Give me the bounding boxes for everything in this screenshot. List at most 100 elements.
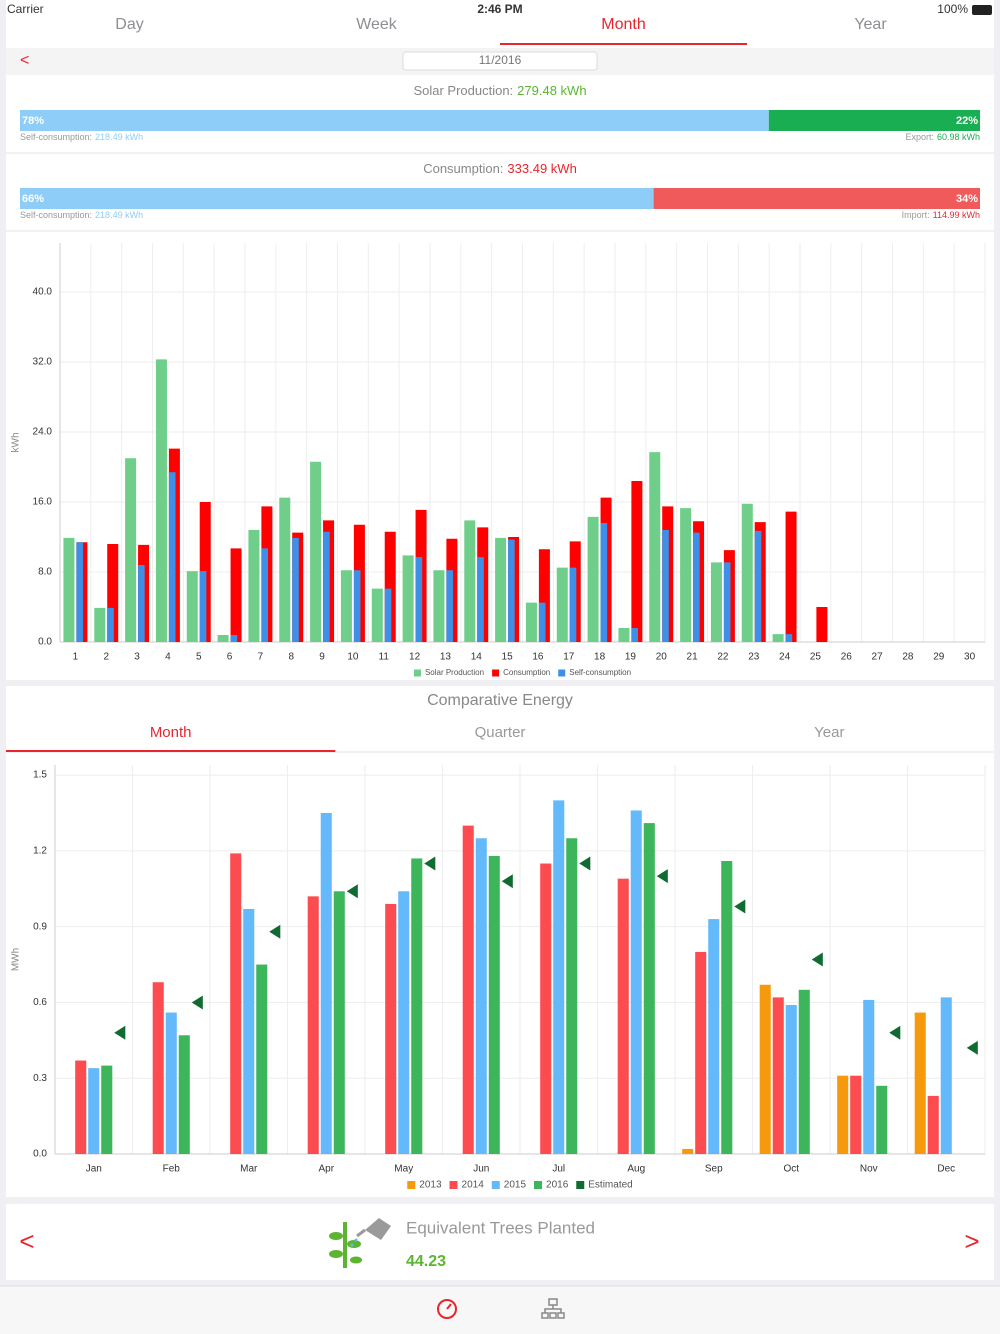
back-button[interactable]: <: [20, 52, 29, 69]
bar: [741, 503, 753, 642]
bar: [617, 878, 629, 1154]
estimate-marker: [656, 869, 668, 884]
estimate-marker: [811, 952, 823, 967]
y-axis-label: kWh: [11, 433, 22, 453]
bar: [475, 838, 487, 1154]
x-tick-label: 23: [748, 652, 760, 663]
bar: [462, 825, 474, 1154]
estimate-marker: [734, 899, 746, 914]
dashboard-tab[interactable]: [437, 1299, 457, 1319]
bar: [566, 838, 578, 1154]
bar: [464, 520, 476, 642]
bar: [433, 570, 445, 642]
legend-swatch: [413, 669, 421, 677]
y-tick-label: 0.0: [33, 1149, 47, 1160]
x-tick-label: 13: [440, 652, 452, 663]
caption: Export:: [905, 132, 934, 142]
trees-title: Equivalent Trees Planted: [406, 1218, 595, 1237]
next-button[interactable]: >: [964, 1226, 979, 1256]
tree-icon: [329, 1218, 391, 1268]
period-tab[interactable]: Day: [115, 16, 143, 33]
comparison-tab[interactable]: Quarter: [475, 724, 526, 741]
devices-tab[interactable]: [541, 1298, 565, 1319]
x-tick-label: 29: [933, 652, 945, 663]
bar: [940, 997, 952, 1154]
x-tick-label: 10: [347, 652, 359, 663]
bar: [107, 544, 119, 642]
x-tick-label: 21: [687, 652, 699, 663]
bar: [107, 607, 114, 642]
x-tick-label: Sep: [705, 1164, 723, 1175]
clock: 2:46 PM: [477, 2, 522, 16]
x-tick-label: 27: [872, 652, 884, 663]
bar: [323, 531, 330, 642]
caption: Self-consumption:: [20, 132, 92, 142]
x-tick-label: Nov: [860, 1164, 878, 1175]
caption-value: 218.49 kWh: [95, 132, 143, 142]
bar: [88, 1068, 100, 1154]
x-tick-label: 25: [810, 652, 822, 663]
bar: [230, 635, 238, 642]
period-tab[interactable]: Week: [356, 16, 398, 33]
period-tab[interactable]: Year: [854, 16, 887, 33]
battery-icon: [972, 5, 992, 15]
x-tick-label: 24: [779, 652, 791, 663]
bar: [837, 1075, 849, 1154]
y-tick-label: 0.6: [33, 997, 47, 1008]
bar: [850, 1075, 862, 1154]
bar: [256, 964, 268, 1154]
x-tick-label: 6: [227, 652, 233, 663]
caption-value: 60.98 kWh: [937, 132, 980, 142]
estimate-marker: [501, 874, 513, 889]
x-tick-label: 19: [625, 652, 637, 663]
comparison-tab[interactable]: Month: [150, 724, 192, 741]
bar: [662, 530, 669, 642]
bar: [816, 607, 828, 642]
bar: [643, 823, 655, 1154]
bar: [310, 461, 322, 642]
bar: [248, 530, 260, 642]
y-tick-label: 0.9: [33, 921, 47, 932]
x-tick-label: 5: [196, 652, 202, 663]
bar: [398, 891, 410, 1154]
battery-level: 100%: [937, 2, 968, 16]
summary-label: Consumption: 333.49 kWh: [423, 161, 577, 176]
x-tick-label: 20: [656, 652, 668, 663]
summary-label: Solar Production: 279.48 kWh: [413, 83, 586, 98]
x-tick-label: May: [394, 1164, 413, 1175]
date-box[interactable]: [402, 51, 598, 71]
comparison-tab[interactable]: Year: [814, 724, 844, 741]
y-tick-label: 24.0: [33, 427, 53, 438]
bar: [165, 1012, 177, 1154]
bar: [186, 571, 198, 642]
summary-caption: Solar Production:: [413, 83, 513, 98]
y-tick-label: 8.0: [38, 567, 52, 578]
x-tick-label: Aug: [627, 1164, 645, 1175]
x-tick-label: 22: [717, 652, 729, 663]
bar: [307, 896, 319, 1154]
bar: [168, 472, 176, 642]
bar: [217, 635, 229, 642]
previous-button[interactable]: <: [19, 1226, 34, 1256]
bar: [772, 634, 784, 642]
y-axis-label: MWh: [11, 948, 22, 971]
period-tab[interactable]: Month: [601, 16, 645, 33]
tab-underline: [500, 43, 747, 45]
x-tick-label: 4: [165, 652, 171, 663]
bar: [540, 863, 552, 1154]
legend-label: 2013: [419, 1180, 442, 1191]
bar: [261, 548, 268, 642]
summary-total: 279.48 kWh: [517, 83, 586, 98]
bar: [754, 530, 762, 642]
share-bar: [20, 188, 654, 209]
chart-title: Comparative Energy: [427, 692, 573, 709]
legend-label: Solar Production: [425, 668, 484, 677]
bar: [649, 452, 661, 642]
bar: [152, 982, 164, 1154]
legend-label: 2016: [546, 1180, 569, 1191]
bar: [446, 570, 453, 642]
bar: [600, 523, 608, 642]
bar: [243, 908, 255, 1154]
bar: [721, 860, 733, 1154]
bar: [772, 997, 784, 1154]
